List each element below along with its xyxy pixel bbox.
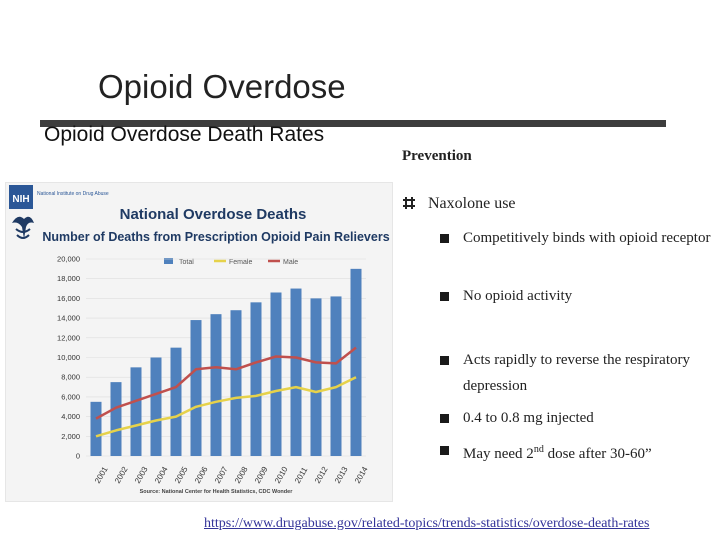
bar-total-2005: [170, 347, 182, 456]
hash-bullet-icon: [402, 196, 416, 210]
sub-item-text: Competitively binds with opioid receptor: [463, 230, 711, 246]
bar-total-2002: [110, 382, 122, 456]
bar-total-2008: [230, 310, 242, 456]
legend-label-total: Total: [179, 259, 194, 266]
x-tick-label: 2005: [173, 465, 190, 485]
sub-item-text: May need 2nd dose after 30-60”: [463, 437, 714, 467]
title-divider: [40, 120, 666, 127]
y-tick-label: 0: [76, 452, 80, 461]
left-heading: Opioid Overdose Death Rates: [44, 123, 325, 146]
x-tick-label: 2003: [133, 465, 150, 485]
y-tick-label: 14,000: [57, 314, 80, 323]
y-tick-label: 8,000: [61, 373, 80, 382]
line-female: [95, 376, 357, 438]
overdose-chart: NIH National Institute on Drug Abuse Nat…: [9, 185, 390, 495]
x-tick-label: 2006: [193, 465, 210, 485]
source-link[interactable]: https://www.drugabuse.gov/related-topics…: [204, 516, 650, 531]
chart-panel: NIH National Institute on Drug Abuse Nat…: [5, 182, 393, 502]
bar-total-2012: [310, 298, 322, 456]
x-axis-ticks: 2001 2002 2003 2004 2005 2006 2007 2008 2009 2010…: [93, 465, 370, 485]
bar-total-2010: [270, 292, 282, 456]
bar-total-2014: [350, 268, 362, 456]
legend-label-female: Female: [229, 259, 252, 266]
nih-badge: [9, 185, 33, 209]
chart-title: National Overdose Deaths: [120, 206, 307, 223]
y-tick-label: 10,000: [57, 353, 80, 362]
nih-logo: NIH National Institute on Drug Abuse: [9, 185, 109, 239]
square-bullet-icon: [440, 414, 449, 423]
square-bullet-icon: [440, 446, 449, 455]
nih-institute-text: National Institute on Drug Abuse: [37, 191, 109, 197]
second-dose-suffix: dose after 30-60”: [543, 446, 652, 462]
y-tick-label: 16,000: [57, 294, 80, 303]
bar-total-2011: [290, 288, 302, 456]
square-bullet-icon: [440, 234, 449, 243]
y-tick-label: 6,000: [61, 392, 80, 401]
x-tick-label: 2011: [293, 465, 310, 485]
y-tick-label: 4,000: [61, 412, 80, 421]
line-male: [95, 346, 357, 420]
sub-item-reverse: Acts rapidly to reverse the respiratory …: [440, 347, 714, 399]
x-tick-label: 2012: [313, 465, 330, 485]
chart-subtitle: Number of Deaths from Prescription Opioi…: [42, 230, 389, 244]
chart-source: Source: National Center for Health Stati…: [140, 489, 294, 495]
y-tick-label: 12,000: [57, 333, 80, 342]
x-tick-label: 2010: [273, 465, 290, 485]
total-bars: [90, 268, 362, 456]
x-tick-label: 2009: [253, 465, 270, 485]
sub-item-binds: Competitively binds with opioid receptor: [440, 225, 714, 251]
naxolone-label: Naxolone use: [428, 195, 516, 212]
sub-item-dose: 0.4 to 0.8 mg injected: [440, 405, 714, 431]
legend-label-male: Male: [283, 259, 298, 266]
x-tick-label: 2014: [353, 465, 370, 485]
y-tick-label: 20,000: [57, 255, 80, 264]
y-axis-ticks: 0 2,000 4,000 6,000 8,000 10,000 12,000 14,000 1…: [57, 255, 80, 461]
x-tick-label: 2008: [233, 465, 250, 485]
sub-item-text: Acts rapidly to reverse the respiratory …: [463, 352, 690, 394]
legend-swatch-total: [164, 258, 173, 264]
y-tick-label: 18,000: [57, 274, 80, 283]
bar-total-2006: [190, 320, 202, 456]
naxolone-item: Naxolone use: [402, 195, 516, 213]
x-tick-label: 2002: [113, 465, 130, 485]
chart-legend: Total Female Male: [164, 258, 298, 266]
x-tick-label: 2004: [153, 465, 170, 485]
sub-item-text: No opioid activity: [463, 288, 573, 304]
sub-item-text: 0.4 to 0.8 mg injected: [463, 410, 594, 426]
prevention-heading: Prevention: [402, 148, 472, 164]
bar-total-2007: [210, 314, 222, 456]
x-tick-label: 2001: [93, 465, 110, 485]
slide-title: Opioid Overdose: [98, 68, 346, 105]
second-dose-prefix: May need 2: [463, 446, 534, 462]
hhs-eagle-icon: [12, 216, 34, 239]
bar-total-2013: [330, 296, 342, 456]
bar-total-2001: [90, 401, 102, 456]
sub-item-activity: No opioid activity: [440, 283, 714, 309]
sub-item-second-dose: May need 2nd dose after 30-60”: [440, 437, 714, 467]
y-tick-label: 2,000: [61, 432, 80, 441]
nih-badge-text: NIH: [12, 194, 29, 205]
square-bullet-icon: [440, 356, 449, 365]
bar-total-2009: [250, 302, 262, 456]
series-lines: [95, 346, 357, 438]
bar-total-2003: [130, 367, 142, 456]
x-tick-label: 2013: [333, 465, 350, 485]
x-tick-label: 2007: [213, 465, 230, 485]
second-dose-sup: nd: [533, 444, 544, 455]
square-bullet-icon: [440, 292, 449, 301]
bar-total-2004: [150, 357, 162, 456]
